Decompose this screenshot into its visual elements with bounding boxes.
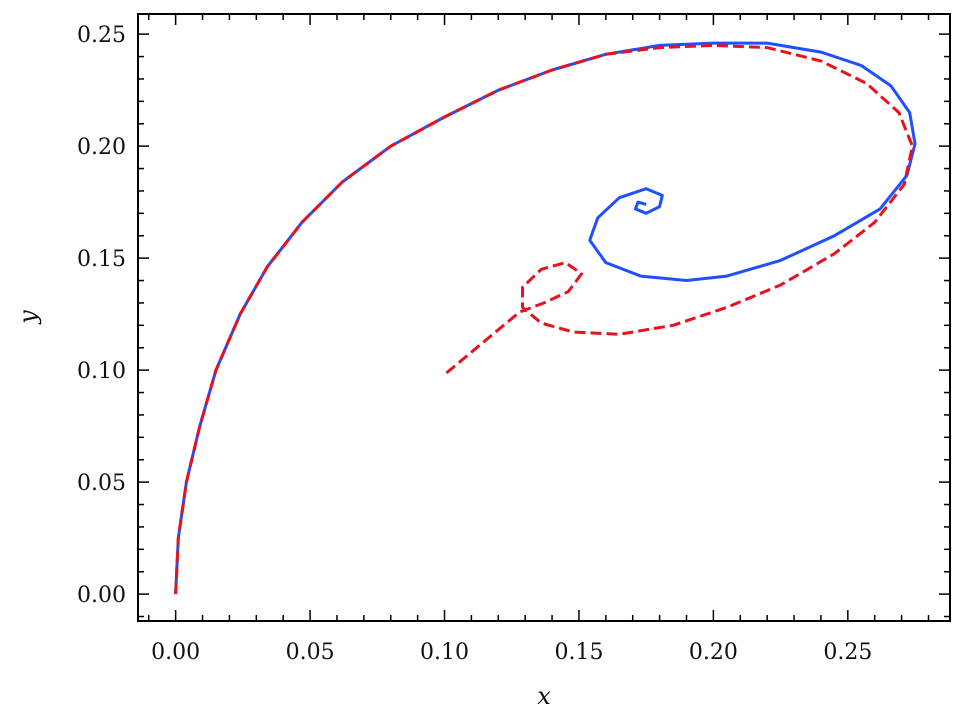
y-tick-label: 0.15 (77, 247, 126, 272)
x-tick-label: 0.05 (286, 640, 335, 665)
tick-labels: 0.00 0.05 0.10 0.15 0.20 0.25 0.00 0.05 0.10 0.15… (77, 23, 872, 665)
x-tick-label: 0.15 (554, 640, 603, 665)
y-tick-label: 0.20 (77, 135, 126, 160)
series-line-1 (174, 43, 914, 595)
y-tick-label: 0.00 (77, 583, 126, 608)
x-tick-label: 0.20 (689, 640, 738, 665)
series-line-0 (174, 41, 917, 595)
y-tick-label: 0.25 (77, 23, 126, 48)
y-axis-label: y (14, 310, 42, 325)
x-tick-label: 0.00 (151, 640, 200, 665)
plot-frame (137, 13, 951, 622)
y-tick-label: 0.10 (77, 359, 126, 384)
x-axis-label: x (537, 682, 551, 710)
x-tick-label: 0.25 (823, 640, 872, 665)
y-tick-label: 0.05 (77, 471, 126, 496)
axis-ticks (138, 14, 950, 621)
plot-content (174, 41, 917, 595)
x-tick-label: 0.10 (420, 640, 469, 665)
